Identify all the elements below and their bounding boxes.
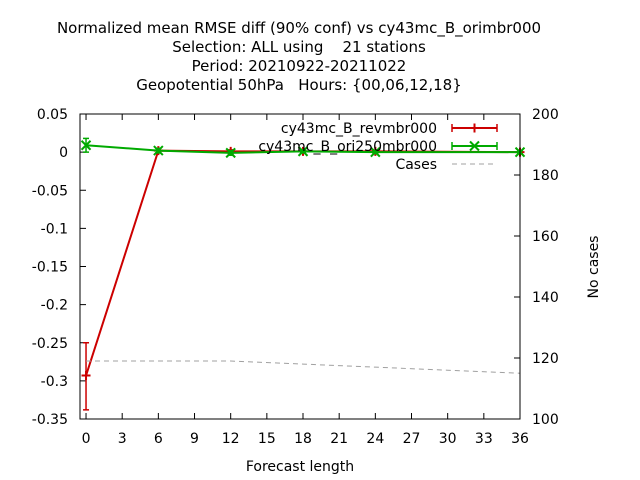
x-tick-label: 9 bbox=[190, 431, 199, 447]
legend-marker bbox=[469, 140, 480, 152]
legend-label: Cases bbox=[395, 157, 437, 173]
title-line-1: Normalized mean RMSE diff (90% conf) vs … bbox=[57, 19, 541, 38]
legend-item-cases: Cases bbox=[395, 157, 497, 173]
x-tick-label: 24 bbox=[366, 431, 384, 447]
series-cy43mc-b-ori250mbr000 bbox=[80, 137, 526, 159]
x-tick-label: 33 bbox=[475, 431, 493, 447]
plot-frame bbox=[79, 113, 521, 420]
cy43mc-b-revmbr000-point bbox=[81, 371, 91, 381]
cy43mc-b-revmbr000-line bbox=[85, 149, 521, 376]
y2-tick-label: 180 bbox=[532, 168, 559, 184]
x-tick-label: 0 bbox=[82, 431, 91, 447]
series-layer bbox=[80, 137, 526, 411]
legend: cy43mc_B_revmbr000 cy43mc_B_ori250mbr000 C… bbox=[258, 121, 498, 173]
y-tick-label: -0.25 bbox=[32, 336, 68, 352]
x-tick-label: 3 bbox=[118, 431, 127, 447]
chart-title: Normalized mean RMSE diff (90% conf) vs … bbox=[57, 19, 541, 94]
y2-tick-label: 140 bbox=[532, 290, 559, 306]
y2-tick-label: 120 bbox=[532, 351, 559, 367]
cases-line bbox=[86, 360, 521, 374]
x-tick-label: 12 bbox=[222, 431, 240, 447]
x-tick-label: 36 bbox=[511, 431, 529, 447]
cy43mc-b-ori250mbr000-point bbox=[297, 146, 309, 157]
title-line-4: Geopotential 50hPa Hours: {00,06,12,18} bbox=[136, 76, 462, 94]
series-cases bbox=[86, 360, 521, 374]
y-tick-label: -0.2 bbox=[41, 298, 68, 314]
y-tick-label: -0.35 bbox=[32, 412, 68, 428]
legend-label: cy43mc_B_revmbr000 bbox=[281, 121, 437, 137]
y-tick-label: -0.3 bbox=[41, 374, 68, 390]
x-tick-label: 15 bbox=[258, 431, 276, 447]
x-tick-label: 21 bbox=[330, 431, 348, 447]
y-tick-label: 0.05 bbox=[37, 107, 68, 123]
cy43mc-b-ori250mbr000-point bbox=[370, 146, 381, 158]
y-tick-label: 0 bbox=[59, 145, 68, 161]
legend-label: cy43mc_B_ori250mbr000 bbox=[258, 139, 437, 155]
legend-item-cy43mc-b-revmbr000: cy43mc_B_revmbr000 bbox=[281, 121, 498, 137]
cy43mc-b-ori250mbr000-point bbox=[225, 147, 236, 159]
x-tick-label: 18 bbox=[294, 431, 312, 447]
title-line-3: Period: 20210922-20211022 bbox=[192, 57, 407, 75]
y2-tick-label: 100 bbox=[532, 412, 559, 428]
x-tick-label: 6 bbox=[154, 431, 163, 447]
title-line-2: Selection: ALL using 21 stations bbox=[172, 38, 426, 56]
axis-ticks: 0 3 6 9 12 15 18 21 24 27 30 33 360.050-0.05-0.1-0.1… bbox=[32, 107, 559, 447]
cy43mc-b-ori250mbr000-point bbox=[80, 140, 92, 151]
cy43mc-b-ori250mbr000-point bbox=[153, 145, 164, 156]
y2-axis-label: No cases bbox=[586, 236, 602, 299]
y2-tick-label: 200 bbox=[532, 107, 559, 123]
x-axis-label: Forecast length bbox=[246, 459, 354, 475]
y-tick-label: -0.1 bbox=[41, 221, 68, 237]
y2-tick-label: 160 bbox=[532, 229, 559, 245]
x-tick-label: 27 bbox=[403, 431, 421, 447]
y-tick-label: -0.15 bbox=[32, 260, 68, 276]
y-tick-label: -0.05 bbox=[32, 183, 68, 199]
x-tick-label: 30 bbox=[439, 431, 457, 447]
legend-item-cy43mc-b-ori250mbr000: cy43mc_B_ori250mbr000 bbox=[258, 139, 498, 155]
cy43mc-b-ori250mbr000-line bbox=[85, 144, 520, 154]
legend-marker bbox=[470, 123, 479, 133]
